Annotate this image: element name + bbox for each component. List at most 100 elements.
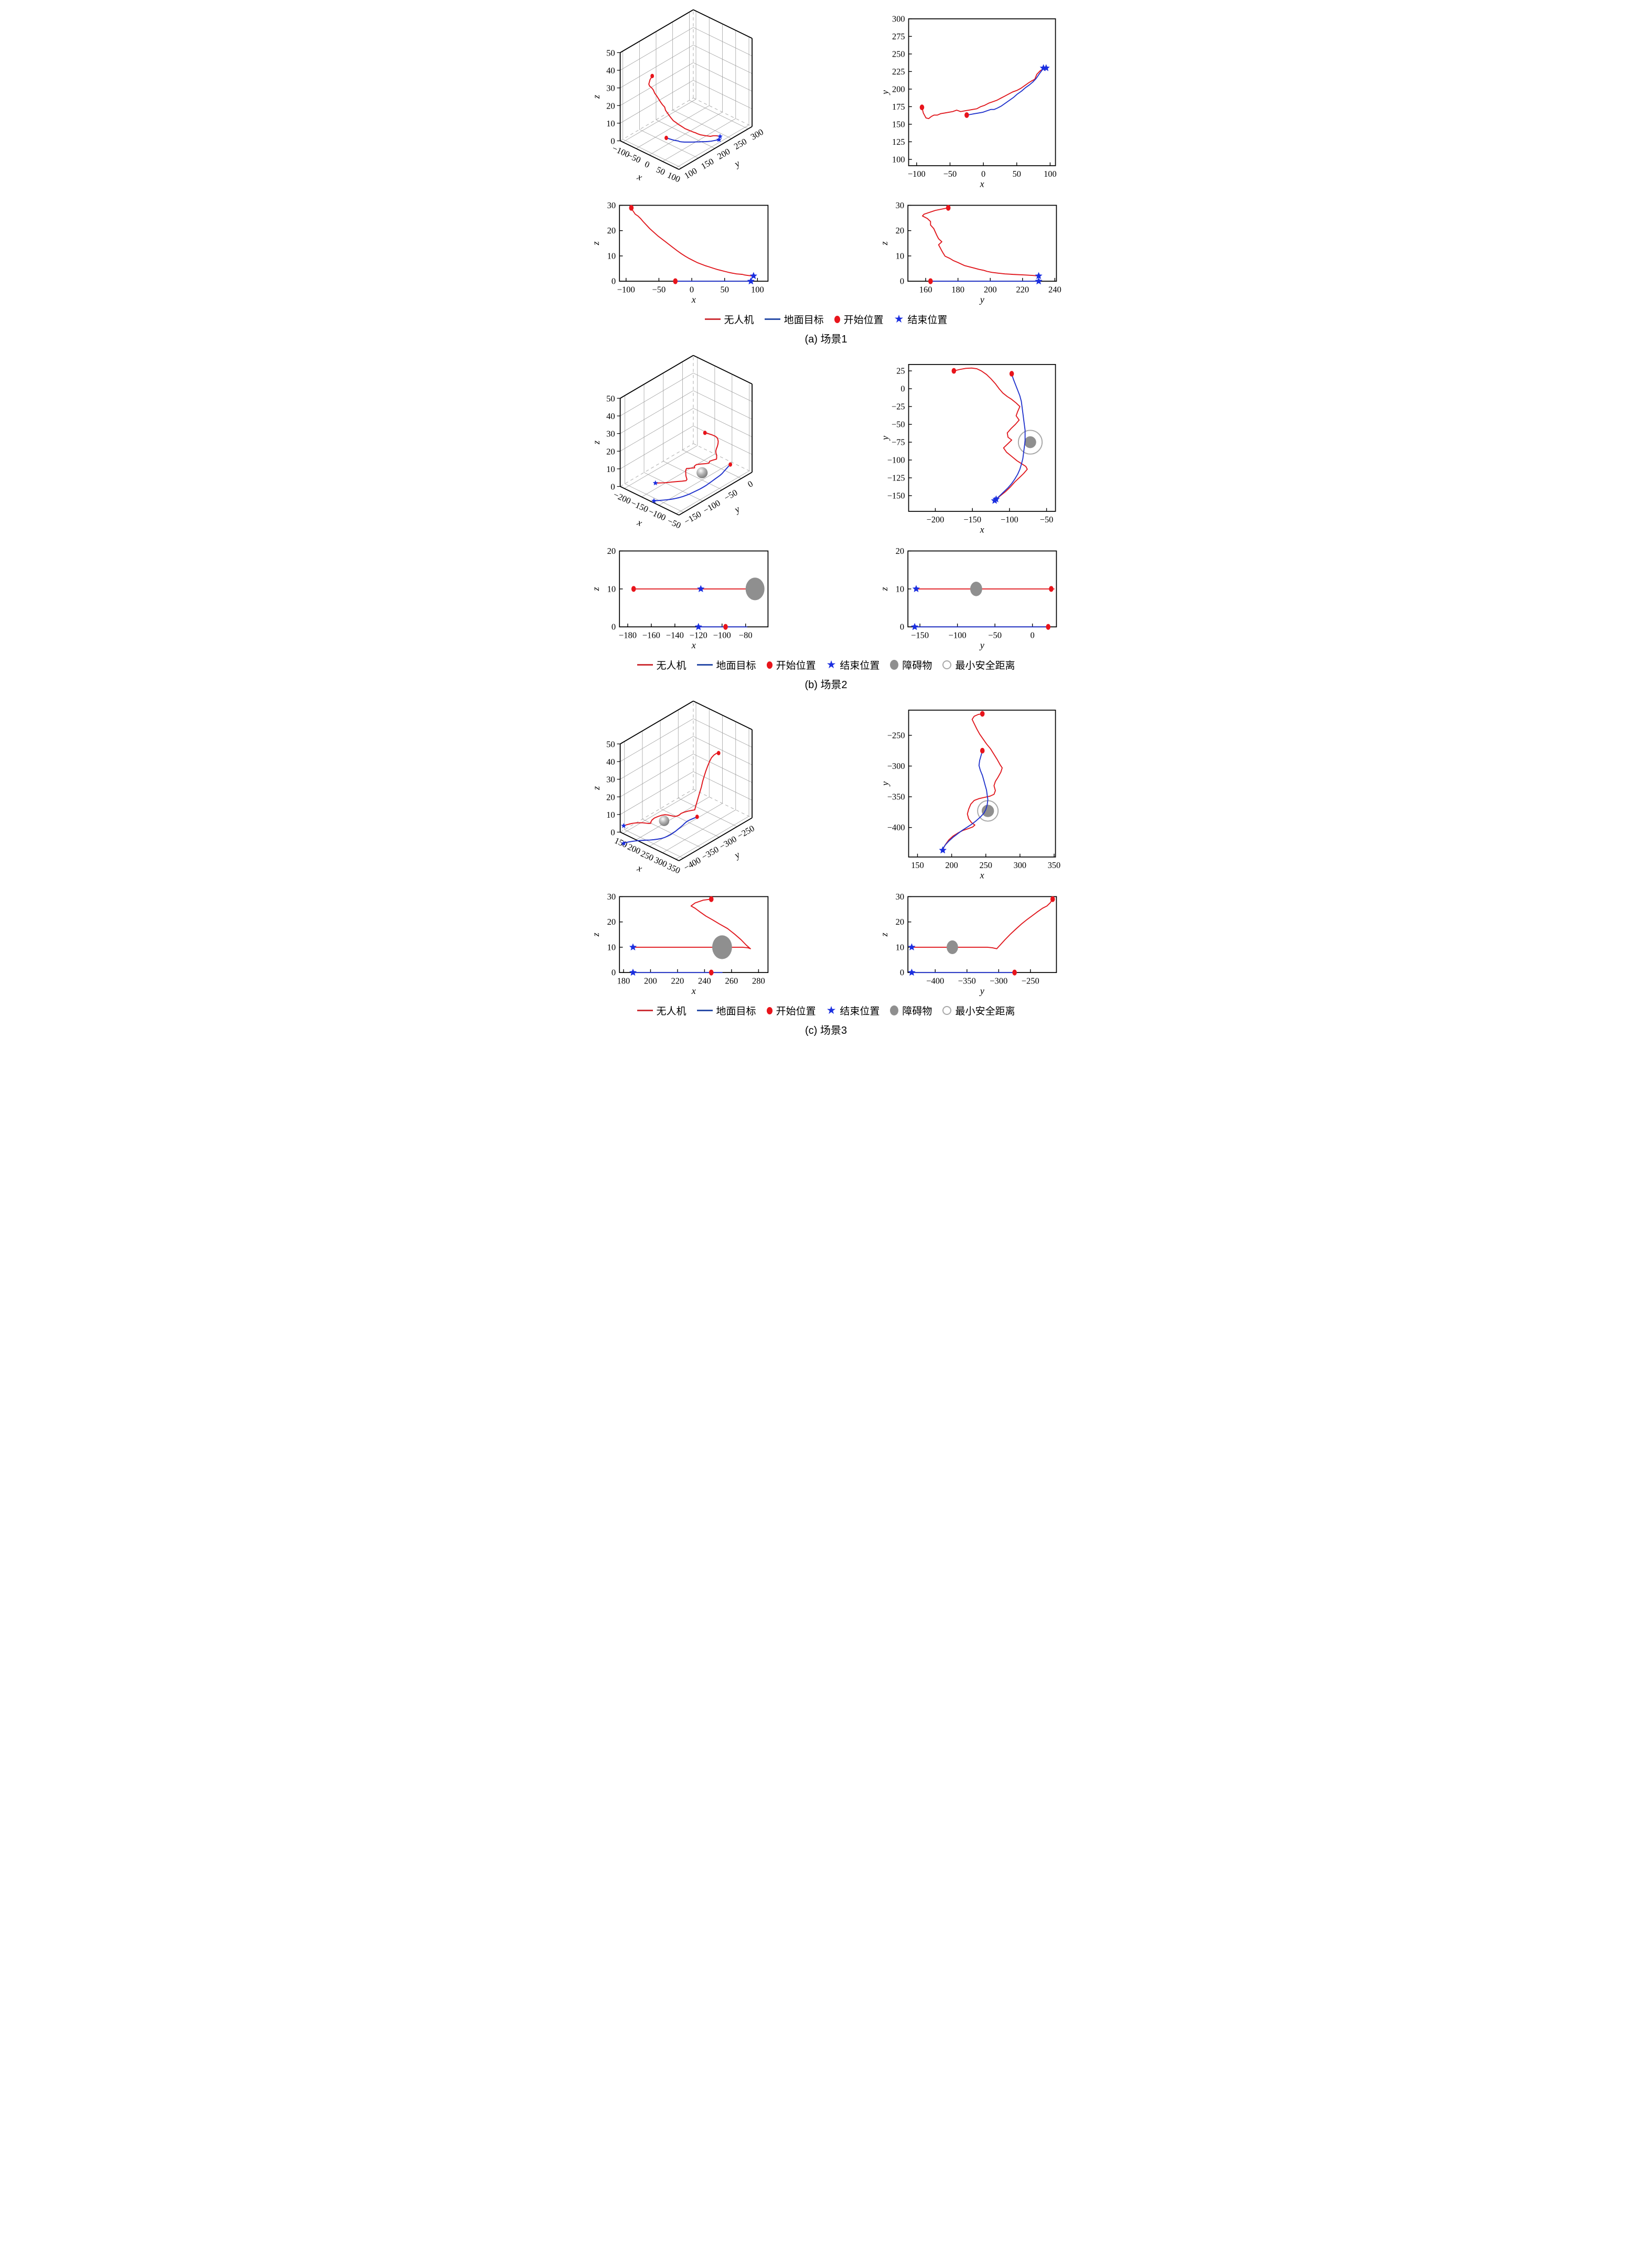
y-axis-label: z (879, 241, 889, 245)
grid-line (675, 816, 749, 860)
tick-label: 20 (606, 446, 615, 456)
grid-line (693, 736, 753, 765)
tick-label: 200 (984, 284, 997, 294)
grid-line (620, 372, 694, 416)
tick-label: −150 (629, 498, 650, 514)
uav-trajectory (623, 752, 720, 827)
grid-line (623, 139, 682, 168)
tick-label: −250 (1022, 976, 1039, 986)
end-marker (697, 585, 705, 592)
tick-label: 0 (612, 622, 616, 632)
grid-line (689, 100, 748, 130)
legend-item-dot-red: 开始位置 (766, 1003, 816, 1018)
grid-line (660, 808, 720, 838)
legend-label: 结束位置 (840, 1006, 880, 1017)
x-axis-label: x (635, 517, 643, 528)
y-axis-label: z (591, 241, 601, 245)
uav-trajectory (632, 898, 751, 949)
start-marker (1009, 371, 1014, 377)
dot-gray-swatch-icon (890, 660, 899, 670)
axis-frame (907, 896, 1057, 973)
start-marker (1046, 624, 1051, 630)
z-axis-label: z (591, 95, 602, 99)
axis-frame (908, 18, 1056, 167)
start-marker (919, 104, 925, 111)
legend-scenario-1: 无人机 地面目标 开始位置 ★ 结束位置 (522, 312, 1130, 326)
uav-trajectory (655, 432, 719, 484)
target-trajectory (666, 137, 720, 143)
legend-item-line-red: 无人机 (637, 1003, 686, 1018)
grid-line (624, 445, 698, 489)
tick-label: −180 (619, 630, 637, 640)
grid-line (662, 118, 736, 162)
legend-label: 开始位置 (843, 315, 884, 326)
start-marker (664, 135, 668, 141)
tick-label: −200 (927, 515, 945, 525)
legend-label: 地面目标 (716, 660, 756, 671)
tick-label: 100 (1044, 169, 1057, 179)
grid-line (625, 484, 684, 513)
tick-label: 0 (900, 968, 904, 978)
box-edge (679, 126, 753, 170)
tick-label: 100 (666, 170, 682, 185)
tick-label: −100 (1001, 515, 1018, 525)
box-edge (620, 486, 680, 516)
tick-label: −80 (739, 630, 753, 640)
star-blue-swatch-icon: ★ (826, 658, 836, 671)
tick-label: 175 (892, 102, 905, 112)
legend-label: 障碍物 (902, 660, 932, 671)
tick-label: 30 (896, 200, 905, 210)
grid-line (620, 771, 694, 815)
tick-label: −50 (1040, 515, 1054, 525)
tick-label: 240 (698, 976, 711, 986)
tick-label: −100 (713, 630, 731, 640)
tick-label: −100 (908, 169, 926, 179)
tick-label: 20 (607, 226, 616, 236)
target-trajectory (623, 816, 698, 844)
plot-3d-scenario-2: 0 10 20 30 40 50 −200 −150 −100 −50 −150 −100 −50 0 x y… (588, 353, 775, 543)
tick-label: −150 (911, 630, 929, 640)
end-marker (621, 823, 627, 828)
tick-label: 150 (911, 860, 924, 870)
target-trajectory (966, 68, 1044, 116)
start-marker (1049, 586, 1054, 592)
z-axis-label: z (591, 441, 602, 445)
tick-label: 250 (979, 860, 992, 870)
tick-label: −125 (887, 473, 905, 483)
tick-label: −350 (958, 976, 976, 986)
tick-label: 30 (606, 429, 615, 439)
tick-label: 125 (892, 137, 905, 147)
tick-label: 300 (892, 14, 905, 24)
start-marker (629, 205, 634, 211)
grid-line (620, 45, 694, 88)
tick-label: 30 (606, 83, 615, 93)
tick-label: 25 (896, 366, 905, 376)
end-marker (749, 272, 757, 280)
plot-3d-scenario-3: 0 10 20 30 40 50 150 200 250 300 350 −400 −350 −300 −2… (588, 699, 775, 889)
tick-label: 50 (606, 48, 615, 58)
box-edge (693, 355, 753, 384)
y-axis-label: y (732, 158, 742, 170)
tick-label: 220 (671, 976, 684, 986)
tick-label: 20 (607, 546, 616, 556)
zx-plot-svg: −180 −160 −140 −120 −100 −80 0 10 20 x z (591, 546, 769, 650)
grid-line (662, 809, 736, 853)
tick-label: 0 (612, 968, 616, 978)
grid-line (620, 80, 694, 124)
legend-item-dot-red: 开始位置 (834, 312, 884, 326)
dot-gray-swatch-icon (890, 1005, 899, 1015)
end-marker (908, 943, 916, 951)
tick-label: 200 (892, 84, 905, 94)
y-axis-label: y (732, 849, 742, 861)
ring-gray-swatch-icon (942, 1006, 952, 1015)
start-marker (709, 896, 714, 902)
xy-plot-svg: 150 200 250 300 350 −400 −350 −300 −250 x y (880, 710, 1060, 881)
tick-label: 40 (606, 66, 615, 76)
box-edge (679, 472, 753, 516)
end-marker (747, 277, 755, 285)
plot-zy-scenario-3: −400 −350 −300 −250 0 10 20 30 y z (877, 892, 1063, 998)
grid-line (643, 472, 703, 501)
legend-scenario-3: 无人机 地面目标 开始位置 ★ 结束位置 障碍物 最小安全距离 (522, 1003, 1130, 1018)
